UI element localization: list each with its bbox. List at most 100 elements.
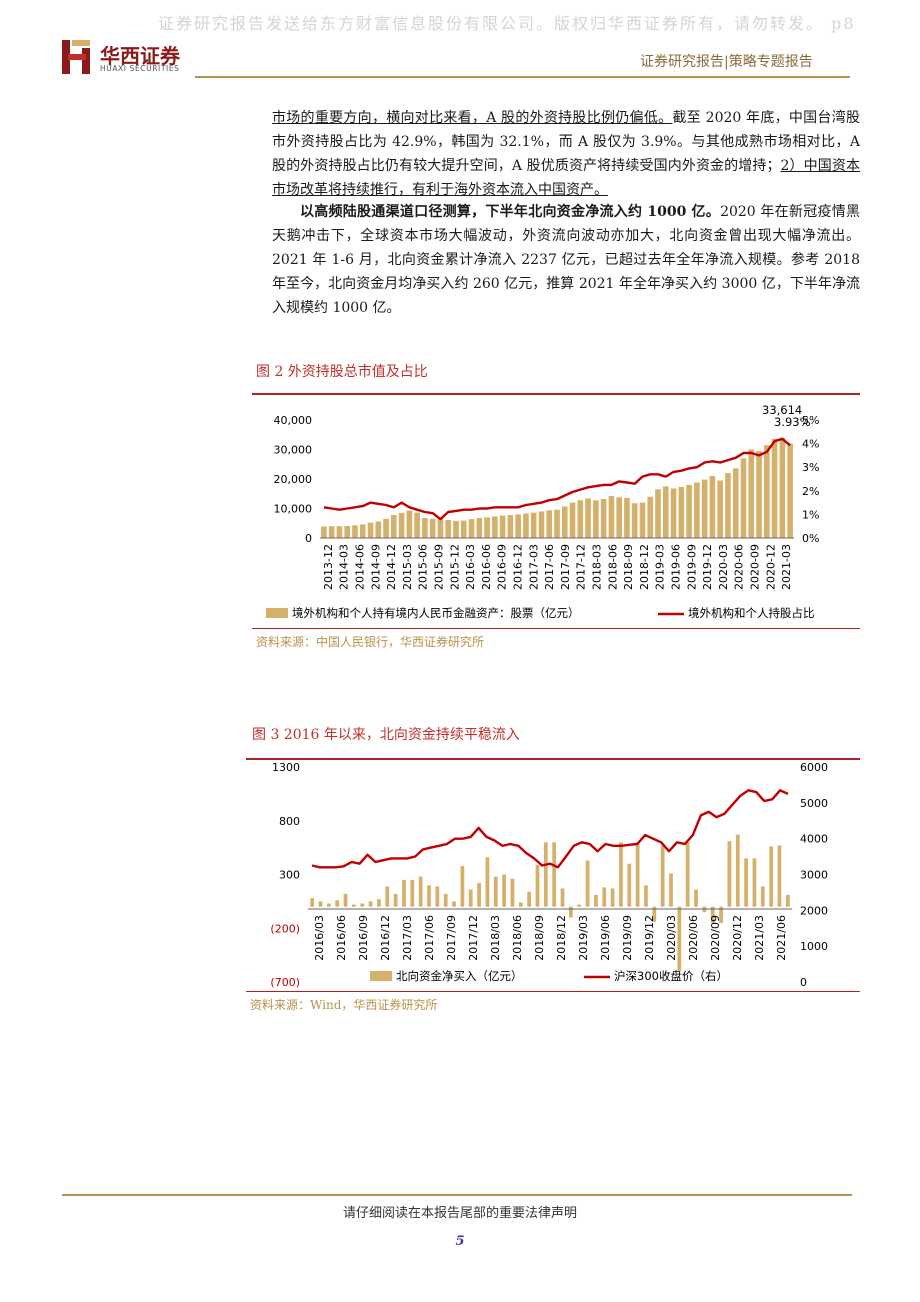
bar — [561, 506, 568, 538]
bar — [652, 906, 657, 922]
x-tick-label: 2019-06 — [670, 544, 683, 590]
y-left-tick-label: 40,000 — [274, 414, 313, 427]
fig3-bottom-rule — [246, 991, 860, 992]
p1-underlined-c: 2）中国资本市场改革将持续推行，有利于海外资本流入中国资产。 — [272, 158, 860, 198]
y-left-tick-label: 300 — [279, 869, 300, 882]
p1-text-b: 截至 2020 年底，中国台湾股市外资持股占比为 42.9%，韩国为 32.1%… — [272, 110, 860, 174]
bar — [443, 893, 448, 907]
x-tick-label: 2016-06 — [480, 544, 493, 590]
bar — [756, 450, 762, 538]
x-tick-label: 2016-12 — [512, 544, 525, 590]
bar — [670, 488, 677, 538]
bar — [398, 512, 405, 538]
y-left-tick-label: 800 — [279, 815, 300, 828]
report-type: 证券研究报告|策略专题报告 — [640, 54, 813, 70]
y-right-tick-label: 4000 — [800, 833, 828, 846]
y-right-tick-label: 2000 — [800, 904, 828, 917]
x-tick-label: 2018-12 — [638, 544, 651, 590]
bar — [391, 514, 397, 538]
bar — [310, 898, 315, 907]
x-tick-label: 2014-09 — [369, 544, 382, 590]
bar — [771, 438, 778, 538]
bar — [367, 522, 374, 538]
bar — [660, 845, 665, 907]
bar — [507, 514, 514, 538]
x-tick-label: 2015-06 — [417, 544, 430, 590]
x-tick-label: 2019-09 — [685, 544, 698, 590]
bar — [344, 525, 350, 538]
fig3-chart: (700) (200) 300 800 1300 0 1000 2000 3000 4000 500… — [270, 761, 828, 989]
bar — [569, 502, 576, 538]
x-tick-label: 2019-03 — [654, 544, 667, 590]
bar — [719, 906, 723, 923]
bar — [383, 518, 389, 538]
bar — [748, 449, 755, 538]
bar — [435, 886, 440, 907]
bar — [437, 517, 444, 538]
y-left-tick-label: 10,000 — [274, 503, 313, 516]
bar — [468, 519, 475, 538]
bar — [647, 496, 654, 538]
bar — [418, 876, 423, 907]
y-left-tick-label: 1300 — [272, 761, 300, 774]
x-tick-label: 2020-03 — [717, 544, 730, 590]
bar — [460, 865, 465, 907]
bar — [429, 518, 436, 538]
y-right-tick-label: 3000 — [800, 869, 828, 882]
bar — [546, 510, 553, 538]
bar — [608, 496, 615, 538]
bar — [694, 482, 700, 538]
bar — [740, 458, 747, 538]
x-tick-label: 2020/06 — [687, 915, 700, 961]
fig2-chart: 0 10,000 20,000 30,000 40,000 0% 1% 2% 3% 4% 5% 201… — [266, 403, 819, 620]
bar — [602, 887, 607, 907]
bar — [427, 885, 431, 907]
footer-notice: 请仔细阅读在本报告尾部的重要法律声明 — [342, 1206, 577, 1221]
bar — [678, 486, 685, 538]
x-tick-label: 2016-03 — [464, 544, 477, 590]
x-tick-label: 2020-06 — [733, 544, 746, 590]
annotation-line-value: 3.93% — [774, 415, 811, 429]
bar — [725, 473, 731, 538]
x-tick-label: 2016/09 — [357, 915, 370, 961]
bar — [414, 512, 420, 538]
bar — [502, 874, 506, 907]
legend-bar-swatch — [266, 608, 288, 618]
bar — [543, 842, 548, 907]
logo-name-en: HUAXI SECURITIES — [100, 64, 180, 73]
legend-bar-swatch — [370, 971, 392, 981]
paragraph-2: 以高频陆股通渠道口径测算，下半年北向资金净流入约 1000 亿。2020 年在新… — [272, 200, 860, 320]
bar — [335, 900, 340, 907]
bar — [752, 858, 757, 907]
bar — [669, 873, 673, 907]
x-tick-label: 2017-03 — [527, 544, 540, 590]
x-tick-label: 2014-12 — [385, 544, 398, 590]
x-tick-label: 2018-09 — [622, 544, 635, 590]
bar — [616, 497, 622, 538]
bar — [385, 886, 390, 907]
bar — [764, 445, 770, 538]
x-tick-label: 2020/12 — [731, 915, 744, 961]
bar — [535, 864, 540, 907]
bar — [577, 904, 582, 907]
bar — [662, 486, 669, 538]
bar — [694, 889, 698, 907]
bar — [468, 889, 473, 907]
y-left-tick-label: (700) — [270, 976, 300, 989]
x-tick-label: 2018-06 — [606, 544, 619, 590]
bar — [510, 878, 515, 907]
y-right-tick-label: 5000 — [800, 797, 828, 810]
x-tick-label: 2020-12 — [764, 544, 777, 590]
bar — [318, 901, 323, 907]
bar — [635, 842, 640, 907]
y-right-tick-label: 1000 — [800, 940, 828, 953]
bar — [732, 468, 739, 538]
y-right-tick-label: 0 — [800, 976, 807, 989]
x-tick-label: 2017/03 — [401, 915, 414, 961]
header-divider — [195, 76, 850, 78]
bar — [777, 845, 782, 907]
fig2-top-rule — [252, 393, 860, 395]
bar — [744, 858, 748, 907]
x-tick-label: 2016/06 — [335, 915, 348, 961]
bar — [360, 903, 365, 907]
